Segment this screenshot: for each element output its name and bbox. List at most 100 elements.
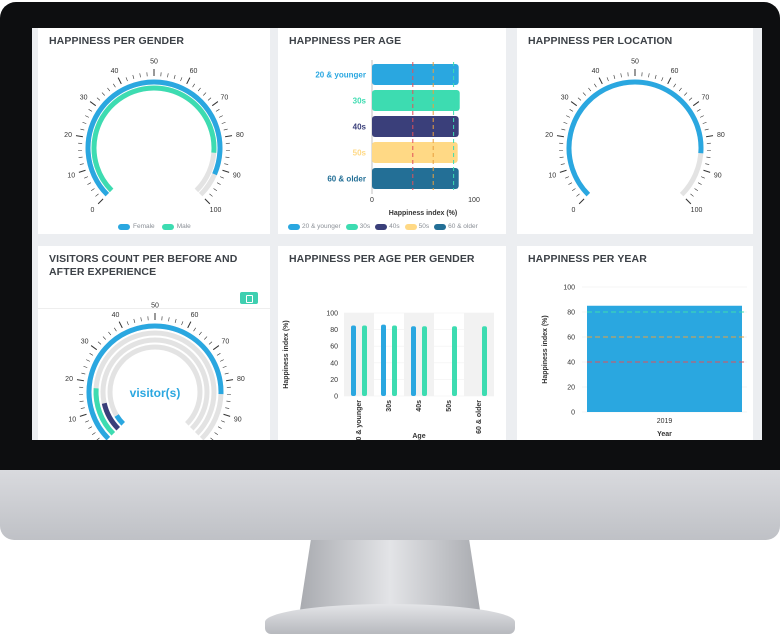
gauge-tick	[224, 163, 229, 165]
gauge-tick	[214, 432, 219, 435]
gauge-tick	[705, 163, 710, 165]
monitor-stand-foot	[265, 604, 515, 634]
y-tick-label: 60	[330, 344, 338, 351]
y-tick-label: 20	[567, 385, 575, 392]
gauge-tick	[95, 193, 99, 197]
gauge-tick	[118, 321, 123, 329]
card-title: HAPPINESS PER YEAR	[528, 253, 647, 265]
card-happiness-per-age: HAPPINESS PER AGE 20 & younger 30s 40s 50s 6…	[278, 28, 506, 234]
location-gauge: 0 10 20 30 40 50 60 70 80 90 100	[545, 59, 725, 215]
year-bar-chart: 0 20 40 60 80 100 2019 Year Happiness index (%)	[542, 285, 747, 438]
gauge-tick	[209, 193, 213, 197]
gauge-tick	[219, 115, 223, 118]
gauge-tick	[76, 379, 84, 382]
legend-label-20-younger[interactable]: 20 & younger	[302, 223, 341, 230]
gauge-tick-label: 40	[111, 68, 119, 75]
legend-label-male[interactable]: Male	[176, 223, 191, 230]
gauge-tick	[85, 115, 89, 118]
gauge-tick	[75, 135, 83, 138]
gauge-tick	[91, 432, 96, 435]
legend-label-60-older[interactable]: 60 & older	[448, 223, 478, 230]
x-tick-label: 40s	[416, 400, 423, 412]
category-band	[344, 313, 374, 396]
gauge-tick	[79, 163, 84, 165]
gauge-tick	[702, 121, 707, 124]
gender-gauge: 0 10 20 30 40 50 60 70 80 90 100	[64, 59, 244, 215]
legend-label-40s[interactable]: 40s	[389, 223, 400, 230]
gauge-tick	[684, 92, 688, 96]
dashboard-screen: HAPPINESS PER GENDER 0 10 20 30 40 50 60 70 80 90…	[32, 28, 762, 440]
gauge-tick	[197, 87, 201, 92]
export-button[interactable]	[240, 292, 258, 304]
gauge-tick	[89, 353, 94, 356]
gauge-tick	[88, 109, 93, 112]
gauge-tick	[692, 101, 700, 107]
gauge-tick	[578, 198, 585, 205]
card-title: VISITORS COUNT PER BEFORE AND AFTER EXPE…	[49, 253, 238, 278]
age-legend: 20 & younger 30s 40s 50s 60 & older	[288, 223, 478, 230]
gauge-tick	[565, 176, 570, 179]
category-label: 40s	[353, 123, 367, 132]
gauge-tick-label: 50	[150, 59, 158, 66]
gauge-tick	[187, 321, 192, 329]
bar-3	[372, 142, 458, 163]
gauge-tick-label: 60	[191, 312, 199, 319]
gauge-tick-label: 80	[237, 376, 245, 383]
gauge-tick	[706, 156, 711, 158]
gauge-tick	[582, 92, 586, 96]
gauge-tick	[204, 336, 208, 340]
bar-2-1	[422, 326, 427, 396]
gauge-tick	[207, 97, 212, 101]
gauge-tick	[673, 83, 676, 88]
gauge-tick	[139, 73, 141, 78]
gauge-arc-location	[566, 79, 704, 197]
gauge-tick	[78, 156, 83, 158]
gauge-tick	[704, 128, 709, 131]
age-bar-chart: 20 & younger 30s 40s 50s 60 & older 0 100 Happi…	[315, 60, 480, 217]
gauge-tick-label: 30	[561, 94, 569, 101]
gauge-tick-label: 20	[65, 376, 73, 383]
gauge-tick	[208, 341, 213, 345]
gauge-tick	[107, 87, 111, 92]
gauge-tick-label: 100	[210, 207, 222, 214]
x-tick-label: 0	[370, 197, 374, 204]
gauge-tick	[559, 156, 564, 158]
gauge-tick	[180, 77, 183, 82]
category-band	[464, 313, 494, 396]
gauge-tick-label: 20	[64, 132, 72, 139]
gauge-tick	[221, 121, 226, 124]
gauge-tick	[101, 92, 105, 96]
gauge-tick	[678, 87, 682, 92]
gauge-arc-1	[93, 388, 116, 436]
y-axis-label: Happiness index (%)	[542, 315, 549, 383]
gauge-tick	[96, 97, 101, 101]
x-tick-label: 2019	[657, 418, 673, 425]
bar-0-1	[362, 325, 367, 396]
legend-label-30s[interactable]: 30s	[359, 223, 371, 230]
legend-label-50s[interactable]: 50s	[418, 223, 430, 230]
bar-2-0	[411, 326, 416, 396]
gauge-tick-label: 80	[717, 132, 725, 139]
gauge-tick-label: 40	[112, 312, 120, 319]
gauge-arc-0	[86, 323, 224, 440]
bar-2019	[587, 305, 742, 412]
gauge-tick	[700, 115, 704, 118]
bar-4	[372, 168, 459, 189]
legend-label-female[interactable]: Female	[133, 223, 155, 230]
gauge-tick	[89, 101, 97, 107]
gauge-tick-label: 80	[236, 132, 244, 139]
gauge-tick	[82, 121, 87, 124]
card-happiness-per-location: HAPPINESS PER LOCATION 0 10 20 30 40 50 60 70 80…	[517, 28, 753, 234]
gauge-tick	[219, 176, 224, 179]
gauge-tick-label: 10	[67, 172, 75, 179]
gauge-tick	[210, 437, 214, 440]
gauge-tick	[577, 97, 582, 101]
gauge-tick	[613, 74, 616, 79]
gauge-tick	[80, 128, 85, 131]
gauge-tick	[133, 318, 136, 323]
legend-swatch-20-younger	[288, 223, 300, 230]
gauge-tick	[225, 135, 233, 138]
bar-2	[372, 116, 459, 137]
gauge-tick	[224, 372, 229, 375]
gauge-tick	[85, 420, 90, 423]
